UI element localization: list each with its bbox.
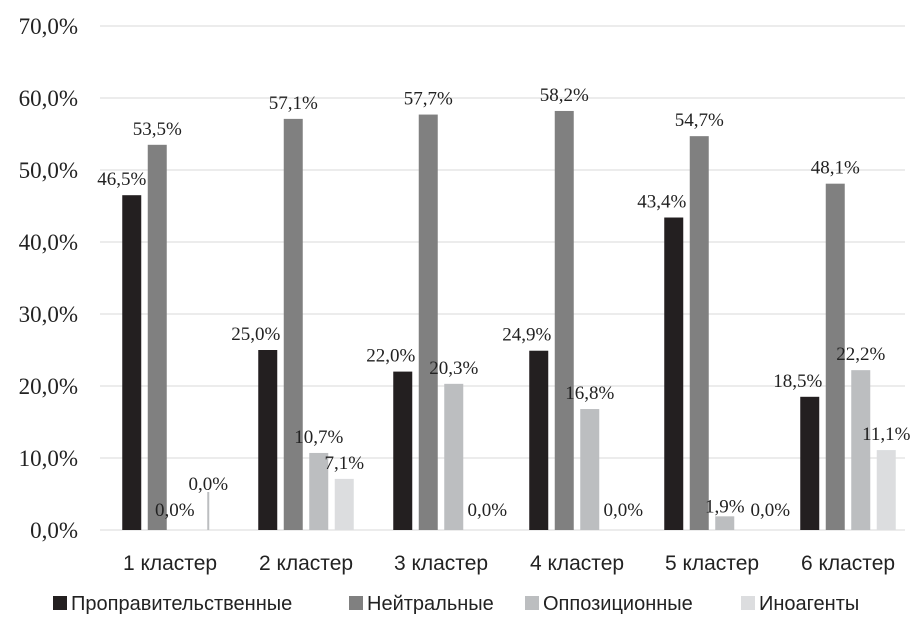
bar — [851, 370, 871, 530]
data-label: 16,8% — [565, 383, 614, 404]
data-label: 46,5% — [97, 169, 146, 190]
data-label: 0,0% — [188, 474, 228, 495]
bar — [800, 396, 820, 530]
legend-label: Нейтральные — [367, 593, 494, 615]
bar — [444, 383, 464, 530]
data-label: 10,7% — [294, 427, 343, 448]
bar — [418, 114, 438, 530]
x-category-label: 1 кластер — [123, 552, 217, 575]
y-tick-label: 60,0% — [19, 86, 78, 111]
bar — [664, 217, 684, 530]
data-label: 57,1% — [269, 93, 318, 114]
x-axis-categories: 1 кластер 2 кластер 3 кластер 4 кластер 5 кл… — [123, 552, 895, 575]
data-label: 22,2% — [836, 344, 885, 365]
data-label: 0,0% — [750, 500, 790, 521]
x-category-label: 2 кластер — [259, 552, 353, 575]
data-label: 48,1% — [811, 158, 860, 179]
data-label: 22,0% — [366, 346, 415, 367]
gridlines — [100, 25, 905, 531]
bar — [334, 478, 354, 530]
data-label: 43,4% — [637, 192, 686, 213]
bar — [147, 144, 167, 531]
bars — [122, 110, 896, 531]
y-tick-label: 10,0% — [19, 446, 78, 471]
bar — [554, 110, 574, 531]
y-tick-label: 20,0% — [19, 374, 78, 399]
bar — [529, 350, 549, 530]
x-category-label: 4 кластер — [530, 552, 624, 575]
data-label: 11,1% — [862, 424, 911, 445]
data-label: 0,0% — [467, 500, 507, 521]
data-label: 53,5% — [133, 119, 182, 140]
data-label: 57,7% — [404, 89, 453, 110]
bar — [283, 118, 303, 530]
bar — [309, 452, 329, 530]
data-label: 20,3% — [429, 358, 478, 379]
data-label: 25,0% — [231, 324, 280, 345]
legend: Проправительственные Нейтральные Оппозицио… — [53, 593, 859, 615]
y-tick-label: 40,0% — [19, 230, 78, 255]
data-label: 1,9% — [705, 496, 745, 517]
bar — [393, 371, 413, 530]
x-category-label: 3 кластер — [394, 552, 488, 575]
y-tick-label: 50,0% — [19, 158, 78, 183]
data-label: 0,0% — [155, 500, 195, 521]
data-label: 18,5% — [773, 371, 822, 392]
legend-swatch — [349, 596, 363, 610]
data-label: 0,0% — [603, 500, 643, 521]
y-axis-ticks: 0,0% 10,0% 20,0% 30,0% 40,0% 50,0% 60,0% 70,0% — [19, 14, 78, 543]
bar — [689, 136, 709, 530]
legend-label: Проправительственные — [71, 593, 292, 615]
x-category-label: 6 кластер — [801, 552, 895, 575]
y-tick-label: 30,0% — [19, 302, 78, 327]
data-label: 58,2% — [540, 85, 589, 106]
legend-label: Оппозиционные — [543, 593, 693, 615]
data-label: 54,7% — [675, 110, 724, 131]
legend-swatch — [53, 596, 67, 610]
bar — [715, 516, 735, 530]
legend-label: Иноагенты — [759, 593, 859, 615]
bar — [122, 195, 142, 530]
y-tick-label: 70,0% — [19, 14, 78, 39]
data-labels: 46,5% 53,5% 0,0% 0,0% 25,0% 57,1% 10,7% 7,1% 22,… — [97, 85, 910, 521]
bar — [825, 183, 845, 530]
legend-swatch — [741, 596, 755, 610]
y-tick-label: 0,0% — [30, 518, 78, 543]
bar — [258, 350, 278, 530]
legend-swatch — [525, 596, 539, 610]
data-label: 24,9% — [502, 325, 551, 346]
bar — [580, 409, 600, 530]
x-category-label: 5 кластер — [665, 552, 759, 575]
bar — [876, 450, 896, 530]
data-label: 7,1% — [324, 453, 364, 474]
